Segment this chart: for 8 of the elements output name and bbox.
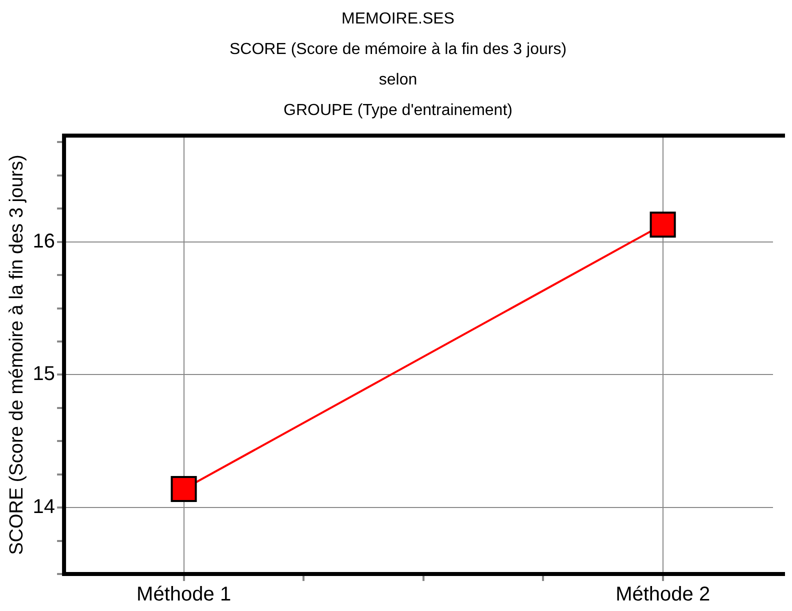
x-tick-label: Méthode 2	[616, 584, 710, 606]
y-axis-title: SCORE (Score de mémoire à la fin des 3 jours)	[6, 154, 28, 555]
y-tick-label: 15	[32, 363, 56, 386]
y-tick-label: 16	[32, 230, 56, 252]
chart-subtitle: SCORE (Score de mémoire à la fin des 3 jours) selon GROUPE (Type d'entrainement)	[229, 41, 567, 119]
y-tick-label: 14	[32, 496, 56, 518]
chart-title: MEMOIRE.SES	[342, 10, 454, 28]
x-tick-label: Méthode 1	[136, 584, 232, 606]
